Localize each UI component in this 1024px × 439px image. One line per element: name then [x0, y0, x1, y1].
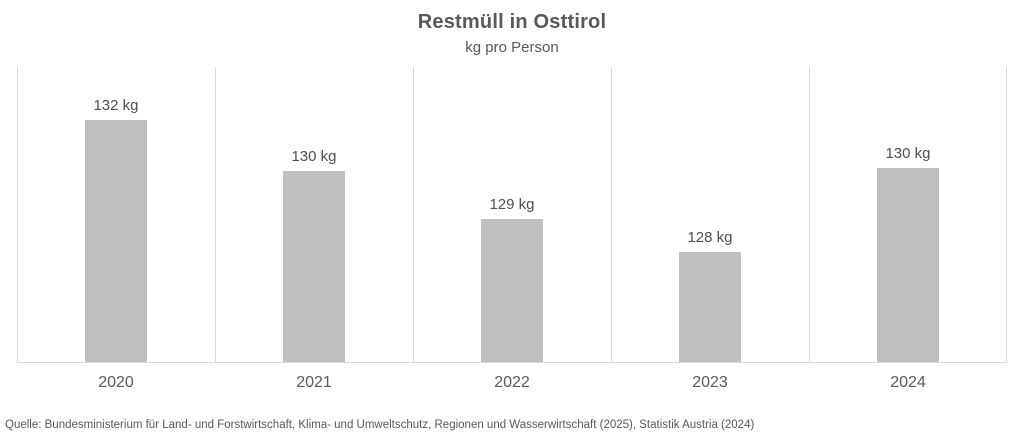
bar-2023 — [679, 252, 741, 362]
x-axis-label-2023: 2023 — [692, 374, 728, 391]
bar-value-label: 132 kg — [93, 97, 139, 114]
x-axis-label-2021: 2021 — [296, 374, 332, 391]
bar-value-label: 130 kg — [885, 145, 931, 162]
gridline — [1006, 67, 1007, 363]
plot-area: 132 kg 130 kg 129 kg 128 kg 130 kg — [17, 67, 1007, 363]
chart-title: Restmüll in Osttirol — [417, 11, 607, 33]
x-axis: 2020 2021 2022 2023 2024 — [17, 374, 1007, 396]
x-axis-label-2022: 2022 — [494, 374, 530, 391]
bar-2024 — [877, 168, 939, 362]
gridline — [215, 67, 216, 363]
bar-2022 — [481, 219, 543, 362]
source-note: Quelle: Bundesministerium für Land- und … — [5, 419, 755, 431]
x-axis-label-2020: 2020 — [98, 374, 134, 391]
gridline — [413, 67, 414, 363]
bar-value-label: 130 kg — [291, 148, 337, 165]
bar-2021 — [283, 171, 345, 362]
bar-2020 — [85, 120, 147, 362]
chart-subtitle: kg pro Person — [465, 39, 559, 56]
x-axis-label-2024: 2024 — [890, 374, 926, 391]
gridline — [611, 67, 612, 363]
bar-value-label: 129 kg — [489, 196, 535, 213]
gridline — [809, 67, 810, 363]
bar-value-label: 128 kg — [687, 229, 733, 246]
gridline — [17, 67, 18, 363]
